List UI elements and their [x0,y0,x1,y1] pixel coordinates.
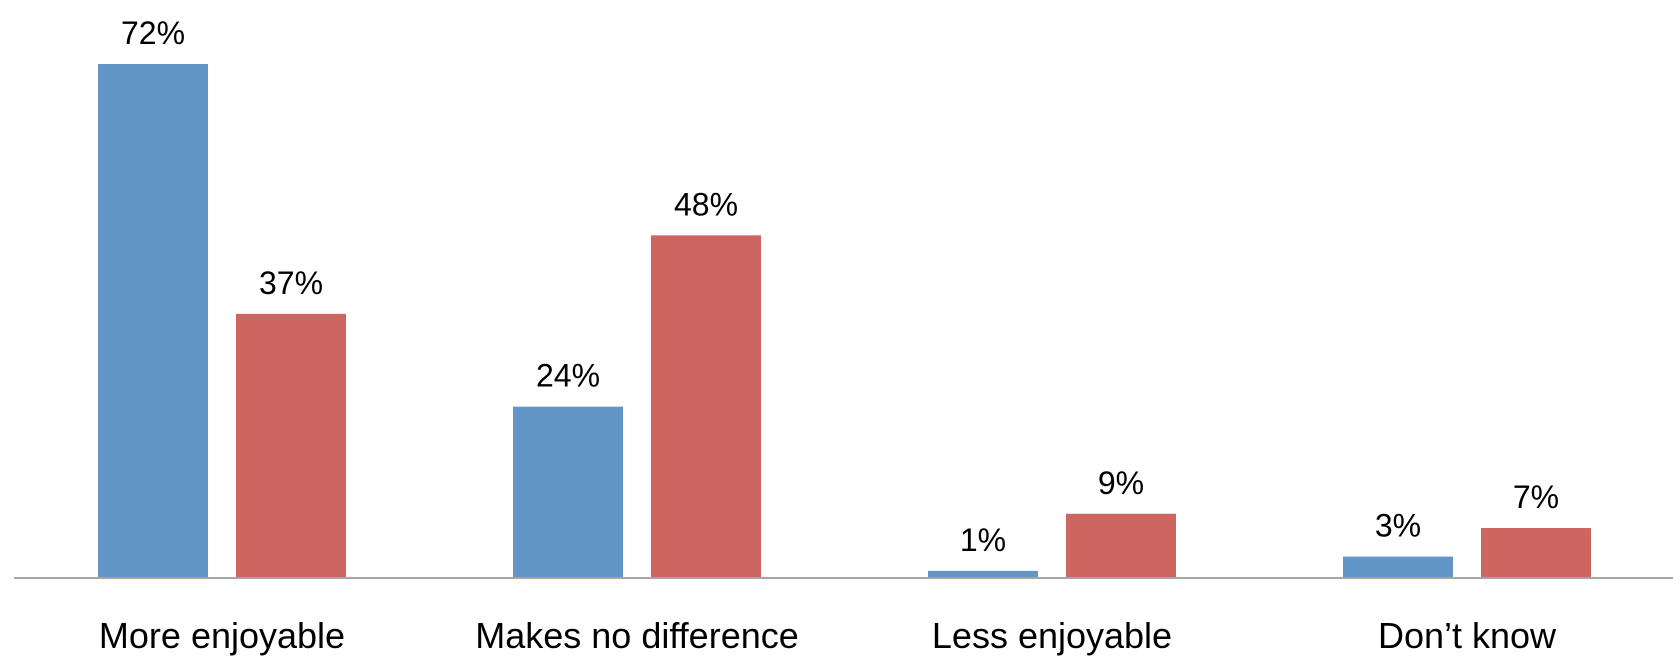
bar-series1-3 [928,570,1038,578]
category-label-2: Makes no difference [475,615,799,656]
category-label-4: Don’t know [1378,615,1557,656]
bar-series1-1 [98,64,208,578]
category-labels-group: More enjoyable Makes no difference Less en… [99,615,1557,656]
data-label-series2-2: 48% [674,186,738,222]
bar-series1-2 [513,406,623,578]
data-label-series1-2: 24% [536,358,600,394]
data-label-series2-3: 9% [1098,465,1144,501]
data-label-series1-3: 1% [960,522,1006,558]
data-labels-group: 72% 37% 24% 48% 1% 9% 3% 7% [121,15,1559,558]
bar-series2-1 [236,313,346,578]
bars-group [98,64,1591,579]
bar-series2-4 [1481,528,1591,578]
data-label-series2-1: 37% [259,265,323,301]
bar-series2-2 [651,235,761,579]
data-label-series1-1: 72% [121,15,185,51]
category-label-1: More enjoyable [99,615,345,656]
category-label-3: Less enjoyable [932,615,1172,656]
bar-series2-3 [1066,513,1176,578]
bar-series1-4 [1343,556,1453,578]
data-label-series2-4: 7% [1513,479,1559,515]
data-label-series1-4: 3% [1375,508,1421,544]
